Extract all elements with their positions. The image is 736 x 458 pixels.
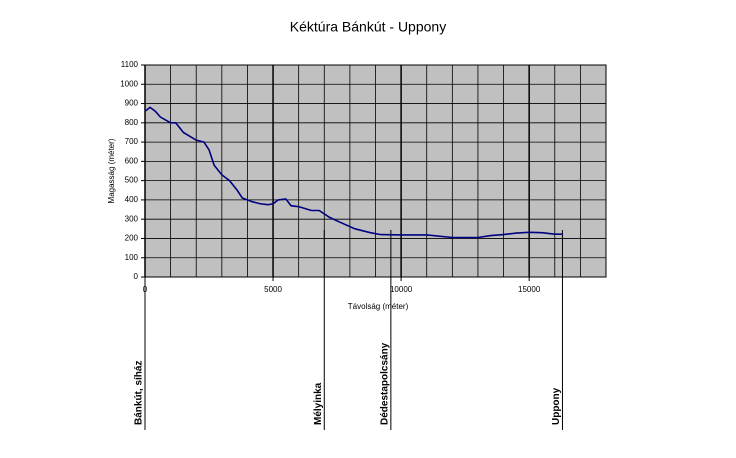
waypoint-label: Uppony (551, 387, 562, 425)
y-tick-label: 1000 (120, 79, 138, 88)
waypoint-label: Mélyinka (313, 382, 324, 425)
y-tick-label: 1100 (121, 60, 139, 69)
y-tick-label: 500 (125, 176, 139, 185)
y-tick-label: 300 (125, 214, 139, 223)
y-tick-label: 600 (125, 156, 139, 165)
waypoint-label: Dédestapolcsány (380, 342, 391, 425)
y-tick-label: 900 (125, 99, 139, 108)
waypoint-label: Bánkút, síház (134, 361, 145, 425)
plot-border (144, 64, 607, 278)
y-tick-label: 0 (134, 272, 139, 281)
x-tick-label: 15000 (518, 285, 541, 294)
y-tick-label: 400 (125, 195, 139, 204)
x-tick-label: 10000 (390, 285, 413, 294)
x-tick-label: 5000 (264, 285, 282, 294)
x-axis-label: Távolság (méter) (348, 302, 409, 311)
y-tick-label: 100 (125, 253, 139, 262)
chart-title: Kéktúra Bánkút - Uppony (290, 19, 446, 35)
data-line (144, 106, 563, 239)
y-tick-label: 700 (125, 137, 139, 146)
y-tick-label: 200 (125, 234, 139, 243)
y-tick-label: 800 (125, 118, 139, 127)
y-axis-label: Magasság (méter) (107, 138, 116, 203)
